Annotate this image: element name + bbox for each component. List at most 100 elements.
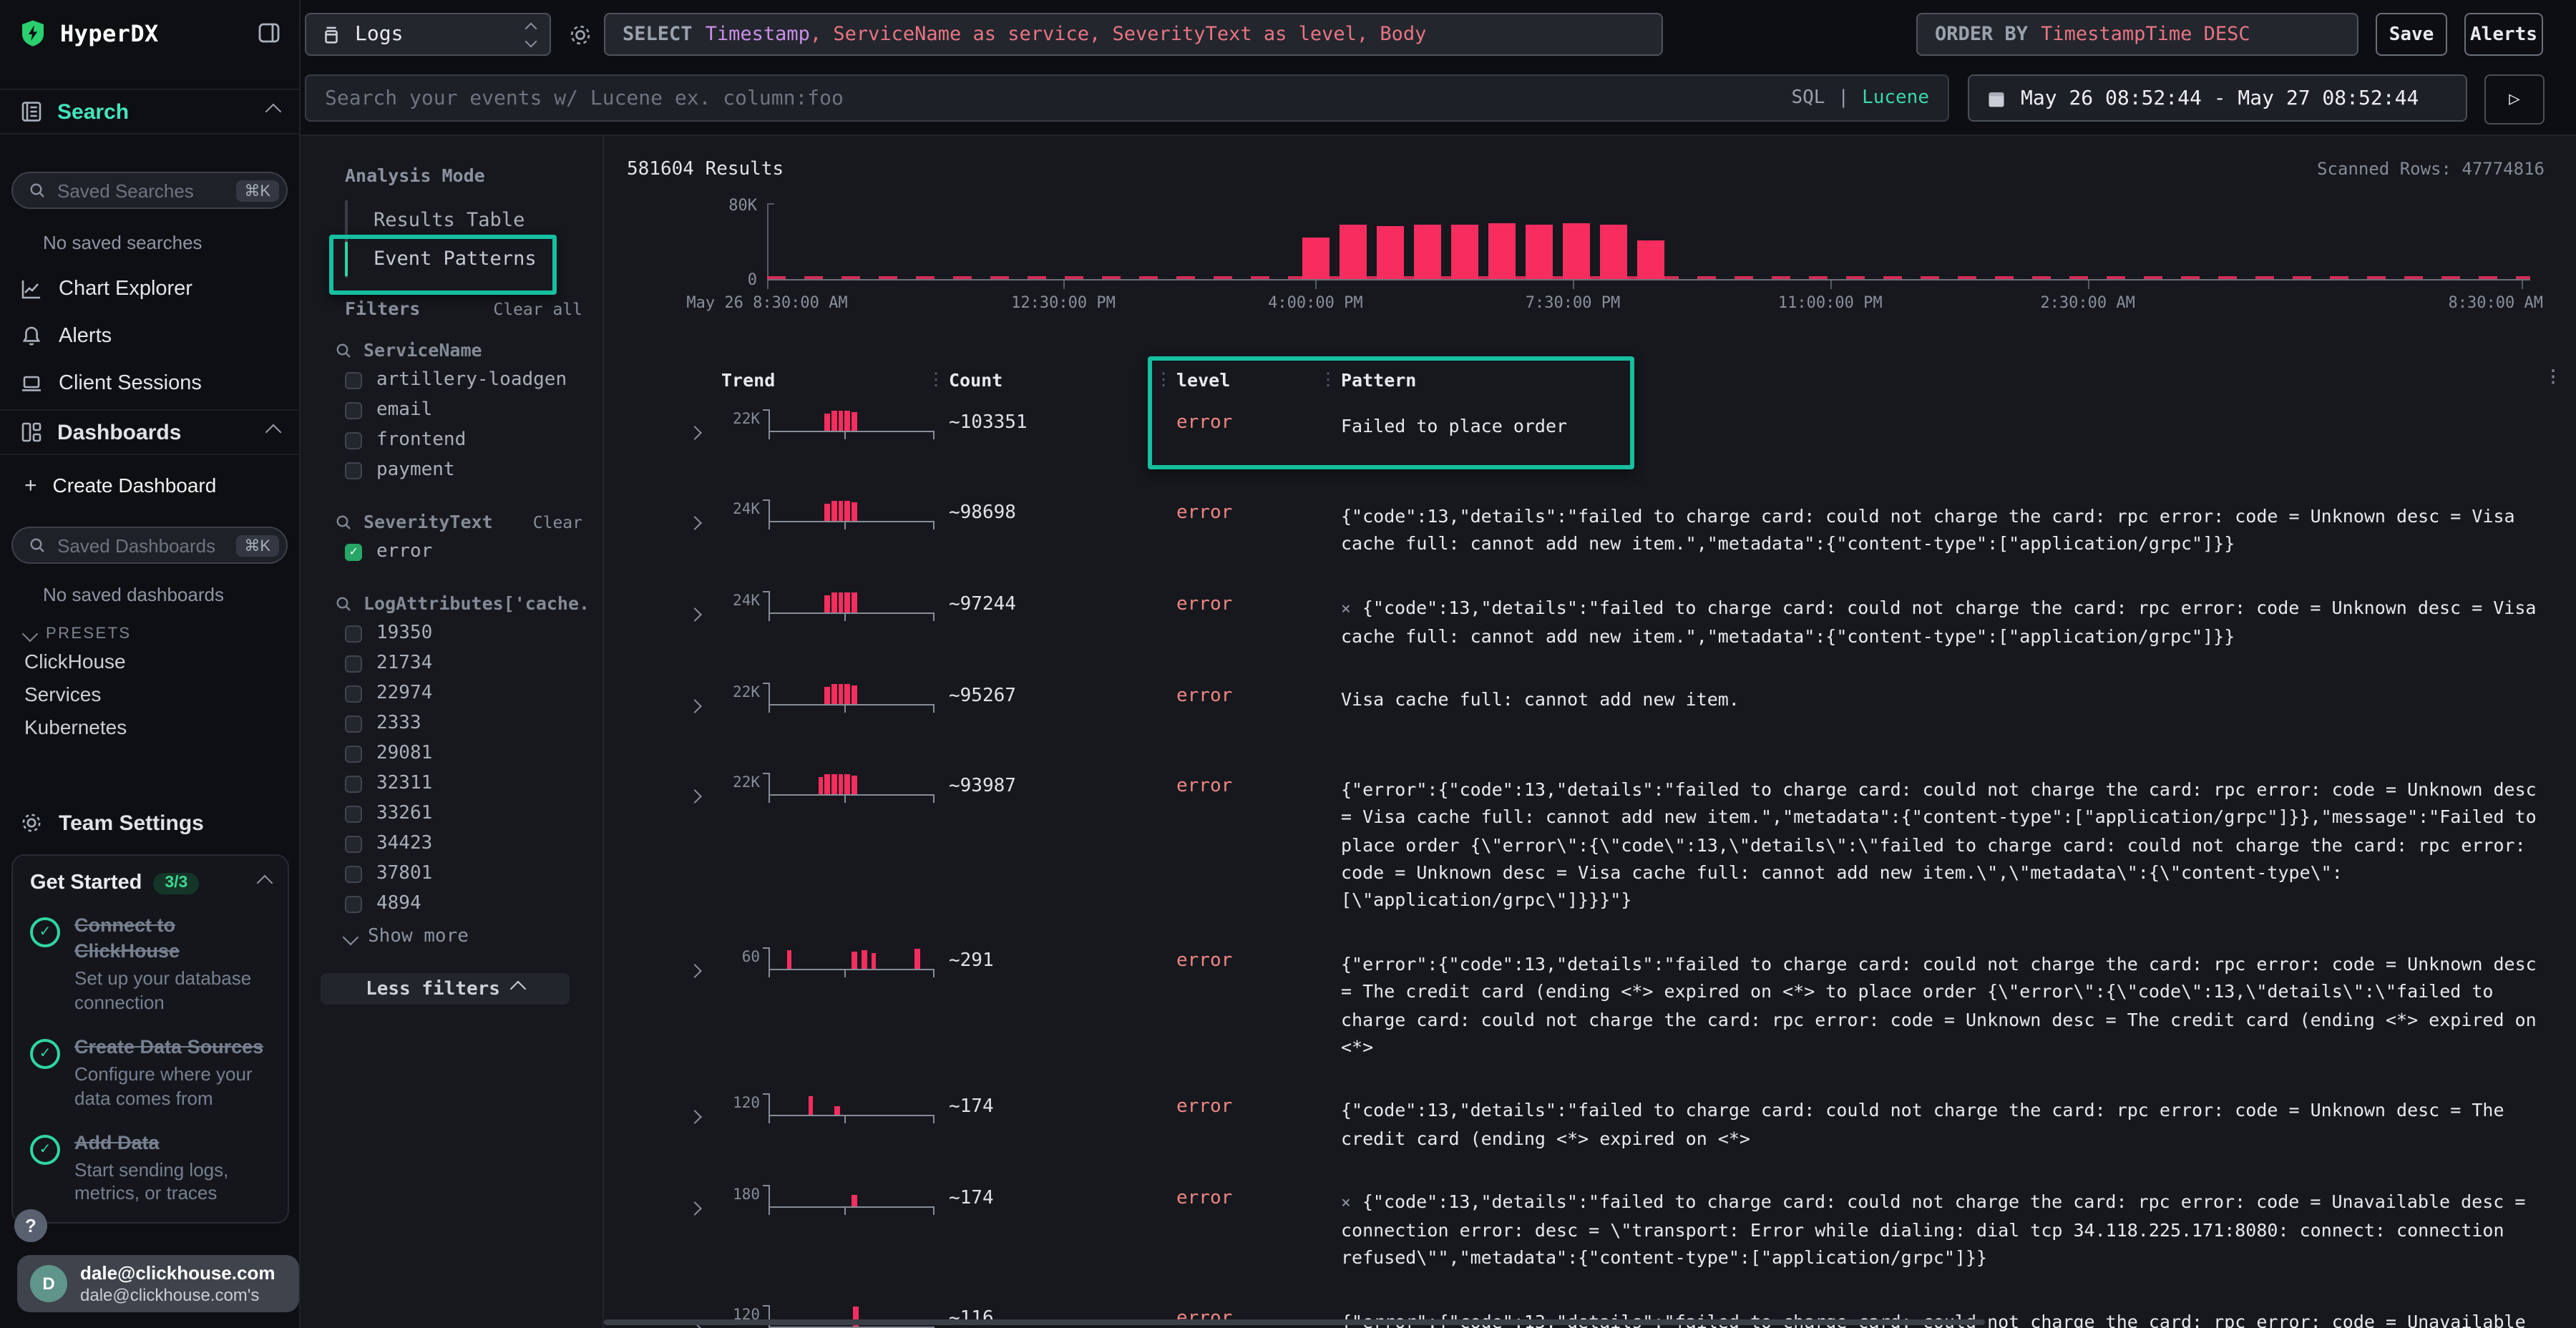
facet-item[interactable]: 32311 [335,768,588,799]
facet-checkbox[interactable] [345,835,362,852]
select-clause-input[interactable]: SELECTTimestamp, ServiceName as service,… [604,13,1663,56]
table-row[interactable]: 180~174error×{"code":13,"details":"faile… [604,1173,2576,1271]
save-button[interactable]: Save [2376,13,2447,56]
histogram-bar [1526,224,1553,279]
facet-item[interactable]: 22974 [335,678,588,708]
get-started-step-connect[interactable]: ✓ Connect to ClickHouse Set up your data… [30,913,270,1016]
table-options-dots-icon[interactable]: ⋮ [2545,366,2562,386]
facet-item[interactable]: payment [335,455,588,485]
facet-clear-link[interactable]: Clear [533,512,588,532]
column-header-trend[interactable]: Trend [721,368,949,390]
sidebar-item-alerts[interactable]: Alerts [0,312,299,359]
preset-kubernetes[interactable]: Kubernetes [0,711,299,744]
facet-checkbox[interactable] [345,371,362,389]
less-filters-button[interactable]: Less filters [321,973,570,1005]
search-input[interactable]: Search your events w/ Lucene ex. column:… [305,74,1949,122]
facet-checkbox[interactable]: ✓ [345,543,362,560]
dismiss-x-icon[interactable]: × [1341,598,1351,618]
mode-lucene[interactable]: Lucene [1862,87,1929,109]
sidebar-item-search[interactable]: Search [0,89,299,135]
horizontal-scrollbar[interactable] [604,1319,1984,1325]
column-drag-dots-icon[interactable]: ⋮ [927,368,945,389]
facet-item[interactable]: 19350 [335,618,588,648]
chart-icon [20,277,43,300]
facet-checkbox[interactable] [345,431,362,449]
facet-checkbox[interactable] [345,655,362,672]
facet-checkbox[interactable] [345,401,362,419]
column-header-level[interactable]: ⋮level [1176,368,1341,390]
show-more-link[interactable]: Show more [335,919,588,947]
sidebar-item-dashboards[interactable]: Dashboards [0,409,299,455]
saved-dashboards-input[interactable]: Saved Dashboards ⌘K [11,527,288,564]
alerts-button[interactable]: Alerts [2464,13,2543,56]
facet-item[interactable]: 4894 [335,889,588,919]
row-expander-button[interactable] [690,591,721,625]
preset-services[interactable]: Services [0,678,299,711]
row-expander-button[interactable] [690,409,721,444]
facet-item[interactable]: 2333 [335,708,588,738]
get-started-header[interactable]: Get Started 3/3 [30,872,270,894]
sparkline-tick [933,614,935,621]
presets-toggle[interactable]: PRESETS [0,605,299,645]
table-row[interactable]: 24K~97244error×{"code":13,"details":"fai… [604,580,2576,650]
sidebar-item-team-settings[interactable]: Team Settings [0,801,299,844]
clear-all-link[interactable]: Clear all [493,299,582,319]
order-by-input[interactable]: ORDER BYTimestampTime DESC [1916,13,2358,56]
facet-item[interactable]: email [335,395,588,425]
dismiss-x-icon[interactable]: × [1341,1192,1351,1212]
table-row[interactable]: 22K~103351errorFailed to place order [604,398,2576,467]
facet-checkbox[interactable] [345,775,362,792]
column-drag-dots-icon[interactable]: ⋮ [1155,368,1172,389]
get-started-step-add-data[interactable]: ✓ Add Data Start sending logs, metrics, … [30,1130,270,1207]
analysis-mode-results-table[interactable]: Results Table [348,200,602,239]
facet-item[interactable]: artillery-loadgen [335,365,588,395]
table-row[interactable]: 60~291error{"error":{"code":13,"details"… [604,936,2576,1061]
source-settings-gear-icon[interactable] [568,23,592,47]
saved-searches-input[interactable]: Saved Searches ⌘K [11,172,288,209]
facet-checkbox[interactable] [345,745,362,762]
facet-checkbox[interactable] [345,715,362,732]
row-expander-button[interactable] [690,773,721,807]
facet-item[interactable]: 21734 [335,648,588,678]
row-expander-button[interactable] [690,499,721,534]
mode-sql[interactable]: SQL [1791,87,1825,109]
row-expander-button[interactable] [690,1094,721,1128]
facet-checkbox[interactable] [345,685,362,702]
help-button[interactable]: ? [14,1209,47,1242]
facet-item[interactable]: 37801 [335,859,588,889]
row-expander-button[interactable] [690,683,721,717]
facet-item[interactable]: 33261 [335,799,588,829]
facet-checkbox[interactable] [345,895,362,912]
sidebar-item-client-sessions[interactable]: Client Sessions [0,359,299,406]
date-range-picker[interactable]: May 26 08:52:44 - May 27 08:52:44 [1968,74,2467,122]
facet-item[interactable]: frontend [335,425,588,455]
query-language-toggle[interactable]: SQL | Lucene [1791,87,1929,109]
column-header-pattern[interactable]: ⋮Pattern [1341,368,2576,390]
table-row[interactable]: 22K~95267errorVisa cache full: cannot ad… [604,671,2576,740]
sidebar-collapse-icon[interactable] [258,21,280,44]
facet-item[interactable]: 34423 [335,829,588,859]
live-tail-button[interactable]: ▷ [2484,74,2545,125]
facet-checkbox[interactable] [345,865,362,882]
table-row[interactable]: 120~174error{"code":13,"details":"failed… [604,1083,2576,1153]
preset-clickhouse[interactable]: ClickHouse [0,645,299,678]
sidebar-item-chart-explorer[interactable]: Chart Explorer [0,265,299,312]
facet-item[interactable]: 29081 [335,738,588,768]
user-menu[interactable]: D dale@clickhouse.com dale@clickhouse.co… [17,1255,299,1312]
row-expander-button[interactable] [690,1185,721,1219]
facet-checkbox[interactable] [345,462,362,479]
sparkline-bar [838,684,843,704]
table-row[interactable]: 22K~93987error{"error":{"code":13,"detai… [604,761,2576,914]
column-header-count[interactable]: ⋮Count [949,368,1176,390]
facet-item[interactable]: ✓error [335,537,588,567]
source-select[interactable]: Logs [305,13,551,56]
column-drag-dots-icon[interactable]: ⋮ [1319,368,1337,389]
facet-checkbox[interactable] [345,625,362,642]
analysis-mode-event-patterns[interactable]: Event Patterns [348,239,602,278]
facet-checkbox[interactable] [345,805,362,822]
row-expander-button[interactable] [690,947,721,982]
create-dashboard-button[interactable]: + Create Dashboard [0,467,299,504]
get-started-step-sources[interactable]: ✓ Create Data Sources Configure where yo… [30,1035,270,1112]
facet-header: ServiceName [335,339,588,365]
table-row[interactable]: 24K~98698error{"code":13,"details":"fail… [604,488,2576,558]
